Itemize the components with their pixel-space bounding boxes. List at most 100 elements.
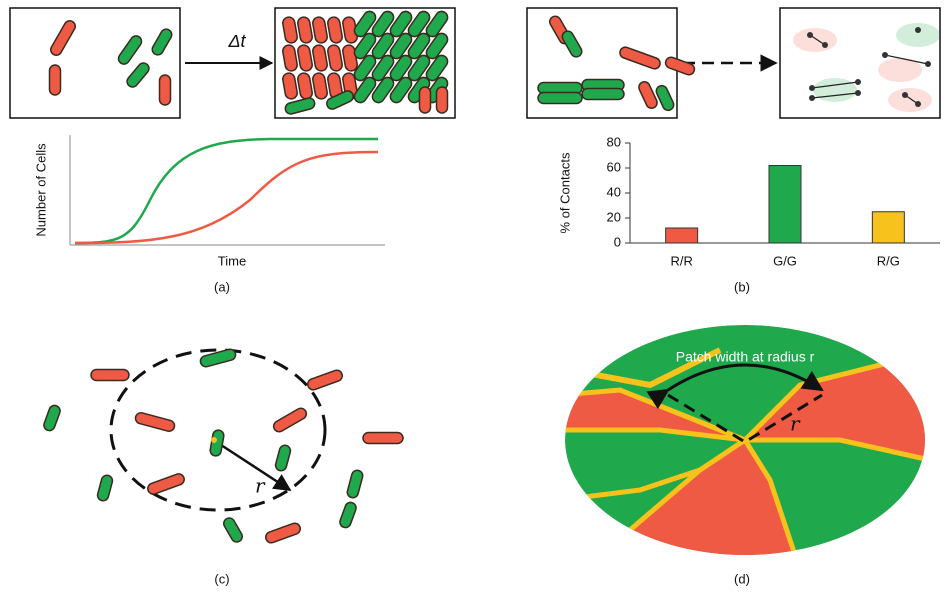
bar bbox=[768, 165, 802, 244]
colony bbox=[565, 325, 925, 555]
delta-t: Δt bbox=[227, 31, 246, 51]
cell bbox=[346, 469, 364, 499]
cell bbox=[407, 10, 431, 38]
cell bbox=[126, 62, 150, 88]
cell bbox=[96, 474, 114, 502]
cell bbox=[664, 56, 696, 76]
cell bbox=[425, 54, 449, 82]
cell bbox=[222, 517, 243, 543]
cell bbox=[117, 35, 143, 65]
y-label: % of Contacts bbox=[557, 152, 572, 233]
cell bbox=[312, 16, 328, 44]
node bbox=[855, 90, 861, 96]
cell bbox=[326, 90, 354, 110]
y-tick-label: 0 bbox=[614, 234, 621, 249]
cell bbox=[327, 44, 343, 72]
y-tick-label: 40 bbox=[607, 184, 621, 199]
cell bbox=[265, 522, 301, 544]
contact bbox=[811, 92, 859, 99]
arc-arrow bbox=[646, 363, 824, 410]
radius-arrow bbox=[217, 441, 292, 492]
cell bbox=[50, 20, 76, 56]
cell bbox=[282, 72, 298, 100]
cell bbox=[312, 72, 328, 100]
frame bbox=[9, 7, 181, 119]
bar bbox=[871, 211, 905, 244]
contact bbox=[809, 34, 826, 46]
panel-label: (b) bbox=[734, 279, 750, 294]
y-tick-label: 80 bbox=[607, 134, 621, 149]
radius-label: r bbox=[255, 474, 266, 498]
panel-label: (d) bbox=[734, 571, 750, 586]
panel-label: (c) bbox=[214, 571, 229, 586]
cell bbox=[619, 46, 661, 70]
cell bbox=[425, 10, 449, 38]
cell bbox=[418, 86, 432, 114]
cell bbox=[581, 87, 625, 101]
blob bbox=[813, 78, 857, 102]
cell bbox=[272, 407, 308, 433]
x-tick-label: R/R bbox=[670, 253, 692, 268]
cell bbox=[151, 28, 173, 56]
wedge bbox=[667, 393, 823, 444]
node bbox=[915, 101, 921, 107]
node bbox=[902, 92, 908, 98]
cell bbox=[389, 10, 413, 38]
cell bbox=[307, 369, 343, 391]
illustrations bbox=[9, 7, 941, 555]
cell bbox=[158, 74, 172, 106]
cell bbox=[537, 91, 583, 105]
contact bbox=[884, 54, 929, 65]
frame bbox=[274, 7, 456, 119]
colony-red bbox=[565, 387, 746, 443]
node bbox=[809, 85, 815, 91]
cell-center bbox=[211, 437, 217, 443]
cell bbox=[90, 368, 130, 382]
cell bbox=[353, 10, 377, 38]
panel-label: (a) bbox=[214, 279, 230, 294]
blob bbox=[878, 58, 922, 82]
bar bbox=[665, 227, 699, 244]
node bbox=[882, 52, 888, 58]
x-tick-label: R/G bbox=[877, 253, 900, 268]
cell bbox=[312, 44, 328, 72]
cell bbox=[297, 44, 313, 72]
cell bbox=[134, 411, 176, 433]
cell bbox=[638, 81, 658, 109]
growth-curve bbox=[74, 150, 379, 245]
x-label: Time bbox=[218, 253, 246, 268]
node bbox=[809, 95, 815, 101]
cell bbox=[274, 444, 292, 472]
cell bbox=[43, 404, 61, 432]
cell bbox=[362, 431, 404, 445]
cell bbox=[371, 10, 395, 38]
node bbox=[822, 42, 828, 48]
cell bbox=[297, 72, 313, 100]
node bbox=[855, 79, 861, 85]
cell bbox=[282, 16, 298, 44]
y-tick-label: 60 bbox=[607, 159, 621, 174]
x-tick-label: G/G bbox=[773, 253, 797, 268]
frame bbox=[779, 7, 941, 119]
blob bbox=[896, 23, 940, 47]
growth-curve bbox=[74, 137, 378, 245]
contact bbox=[811, 81, 859, 89]
cell bbox=[435, 86, 449, 114]
cell bbox=[199, 348, 237, 368]
radius-label: r bbox=[790, 412, 801, 436]
cell bbox=[282, 44, 298, 72]
cell bbox=[147, 473, 185, 495]
cell bbox=[209, 429, 225, 457]
node bbox=[925, 61, 931, 67]
y-tick-label: 20 bbox=[607, 209, 621, 224]
cell bbox=[561, 30, 583, 58]
blob bbox=[888, 88, 932, 112]
cell bbox=[339, 501, 357, 529]
radius-circle bbox=[109, 348, 327, 512]
cell bbox=[655, 84, 675, 112]
cell bbox=[284, 97, 316, 115]
cell bbox=[425, 32, 449, 60]
cell bbox=[297, 16, 313, 44]
annotation: Patch width at radius r bbox=[676, 349, 815, 365]
